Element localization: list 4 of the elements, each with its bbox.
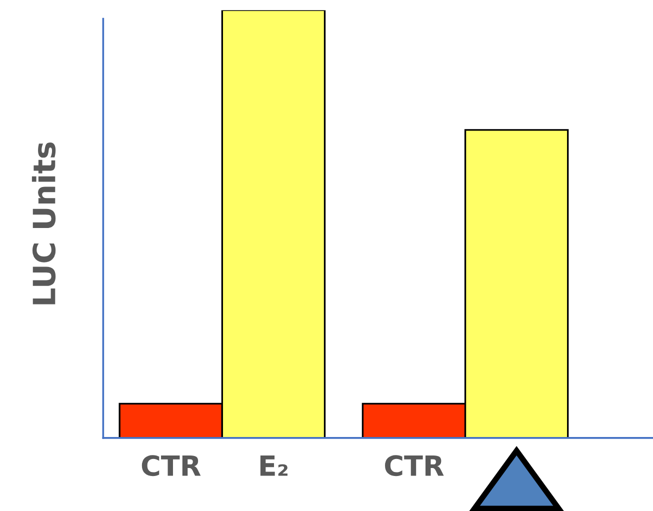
x-tick-label: E₂	[260, 455, 288, 476]
x-tick-label: CTR	[142, 455, 201, 476]
y-axis-title: LUC Units	[32, 142, 56, 304]
x-tick-label: CTR	[385, 455, 444, 476]
